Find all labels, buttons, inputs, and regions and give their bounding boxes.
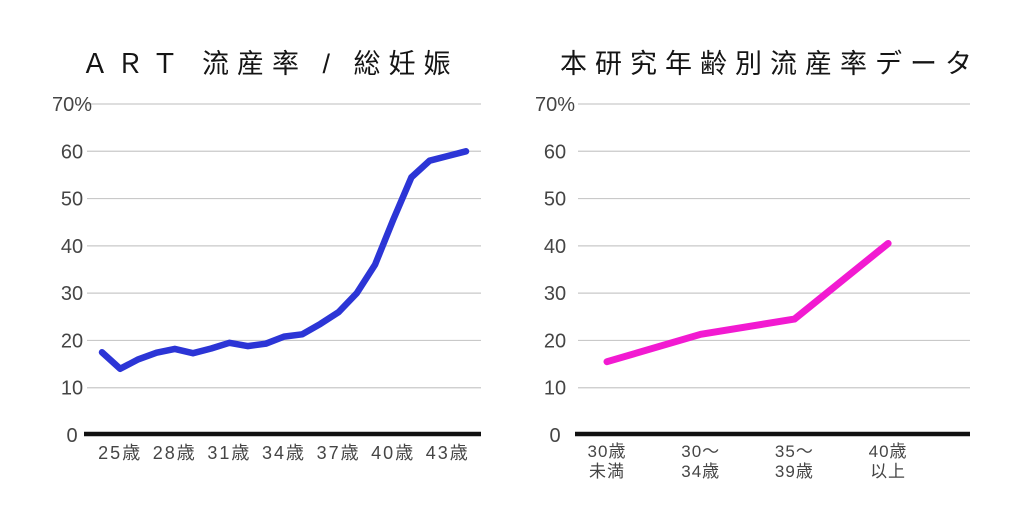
y-axis-tick-label: 60 bbox=[544, 141, 566, 163]
y-axis-tick-label: 30 bbox=[61, 283, 83, 305]
x-axis-tick-label: 35〜 bbox=[775, 442, 814, 461]
y-axis-tick-label: 0 bbox=[66, 425, 77, 447]
x-axis-tick-label: 以上 bbox=[870, 462, 906, 481]
y-axis-tick-label: 60 bbox=[61, 141, 83, 163]
x-axis-tick-label: 34歳 bbox=[681, 462, 720, 481]
x-axis-tick-label: 34歳 bbox=[262, 443, 306, 463]
chart-title-right: 本研究年齢別流産率データ bbox=[560, 49, 980, 79]
x-axis-tick-label: 30歳 bbox=[588, 442, 627, 461]
x-axis-tick-label: 39歳 bbox=[775, 462, 814, 481]
x-axis-tick-label: 37歳 bbox=[317, 443, 361, 463]
y-axis-tick-label: 10 bbox=[544, 378, 566, 400]
art-miscarriage-chart: ＡＲＴ 流産率 / 総妊娠 70% 60 50 40 30 20 10 0 25歳 28歳 31歳 3… bbox=[52, 49, 481, 463]
y-axis-tick-label: 70% bbox=[52, 94, 92, 116]
y-axis-tick-label: 50 bbox=[61, 189, 83, 211]
y-axis-tick-label: 50 bbox=[544, 189, 566, 211]
y-axis-tick-label: 10 bbox=[61, 378, 83, 400]
data-line bbox=[98, 148, 470, 373]
x-axis-tick-label: 未満 bbox=[589, 462, 625, 481]
data-line bbox=[603, 240, 892, 366]
y-axis-tick-label: 30 bbox=[544, 283, 566, 305]
x-axis-tick-label: 31歳 bbox=[207, 443, 251, 463]
y-axis-tick-label: 70% bbox=[535, 94, 575, 116]
x-axis-tick-label: 28歳 bbox=[153, 443, 197, 463]
x-axis-tick-label: 40歳 bbox=[869, 442, 908, 461]
study-age-group-miscarriage-chart: 本研究年齢別流産率データ 70% 60 50 40 30 20 10 0 30歳 未満 30〜 34歳… bbox=[512, 0, 1024, 515]
x-axis-tick-label: 30〜 bbox=[681, 442, 720, 461]
x-axis-tick-label: 43歳 bbox=[426, 443, 470, 463]
x-axis-tick-label: 40歳 bbox=[371, 443, 415, 463]
chart-title-left: ＡＲＴ 流産率 / 総妊娠 bbox=[81, 49, 459, 79]
y-axis-tick-label: 0 bbox=[549, 425, 560, 447]
y-axis-tick-label: 20 bbox=[61, 330, 83, 352]
art-miscarriage-line-chart-canvas: 70% 60 50 40 30 20 10 0 25歳 28歳 31歳 34歳 37歳 40歳 43歳 bbox=[52, 94, 481, 463]
x-axis-tick-label: 25歳 bbox=[98, 443, 142, 463]
y-axis-tick-label: 20 bbox=[544, 330, 566, 352]
y-axis-tick-label: 40 bbox=[544, 236, 566, 258]
y-axis-tick-label: 40 bbox=[61, 236, 83, 258]
